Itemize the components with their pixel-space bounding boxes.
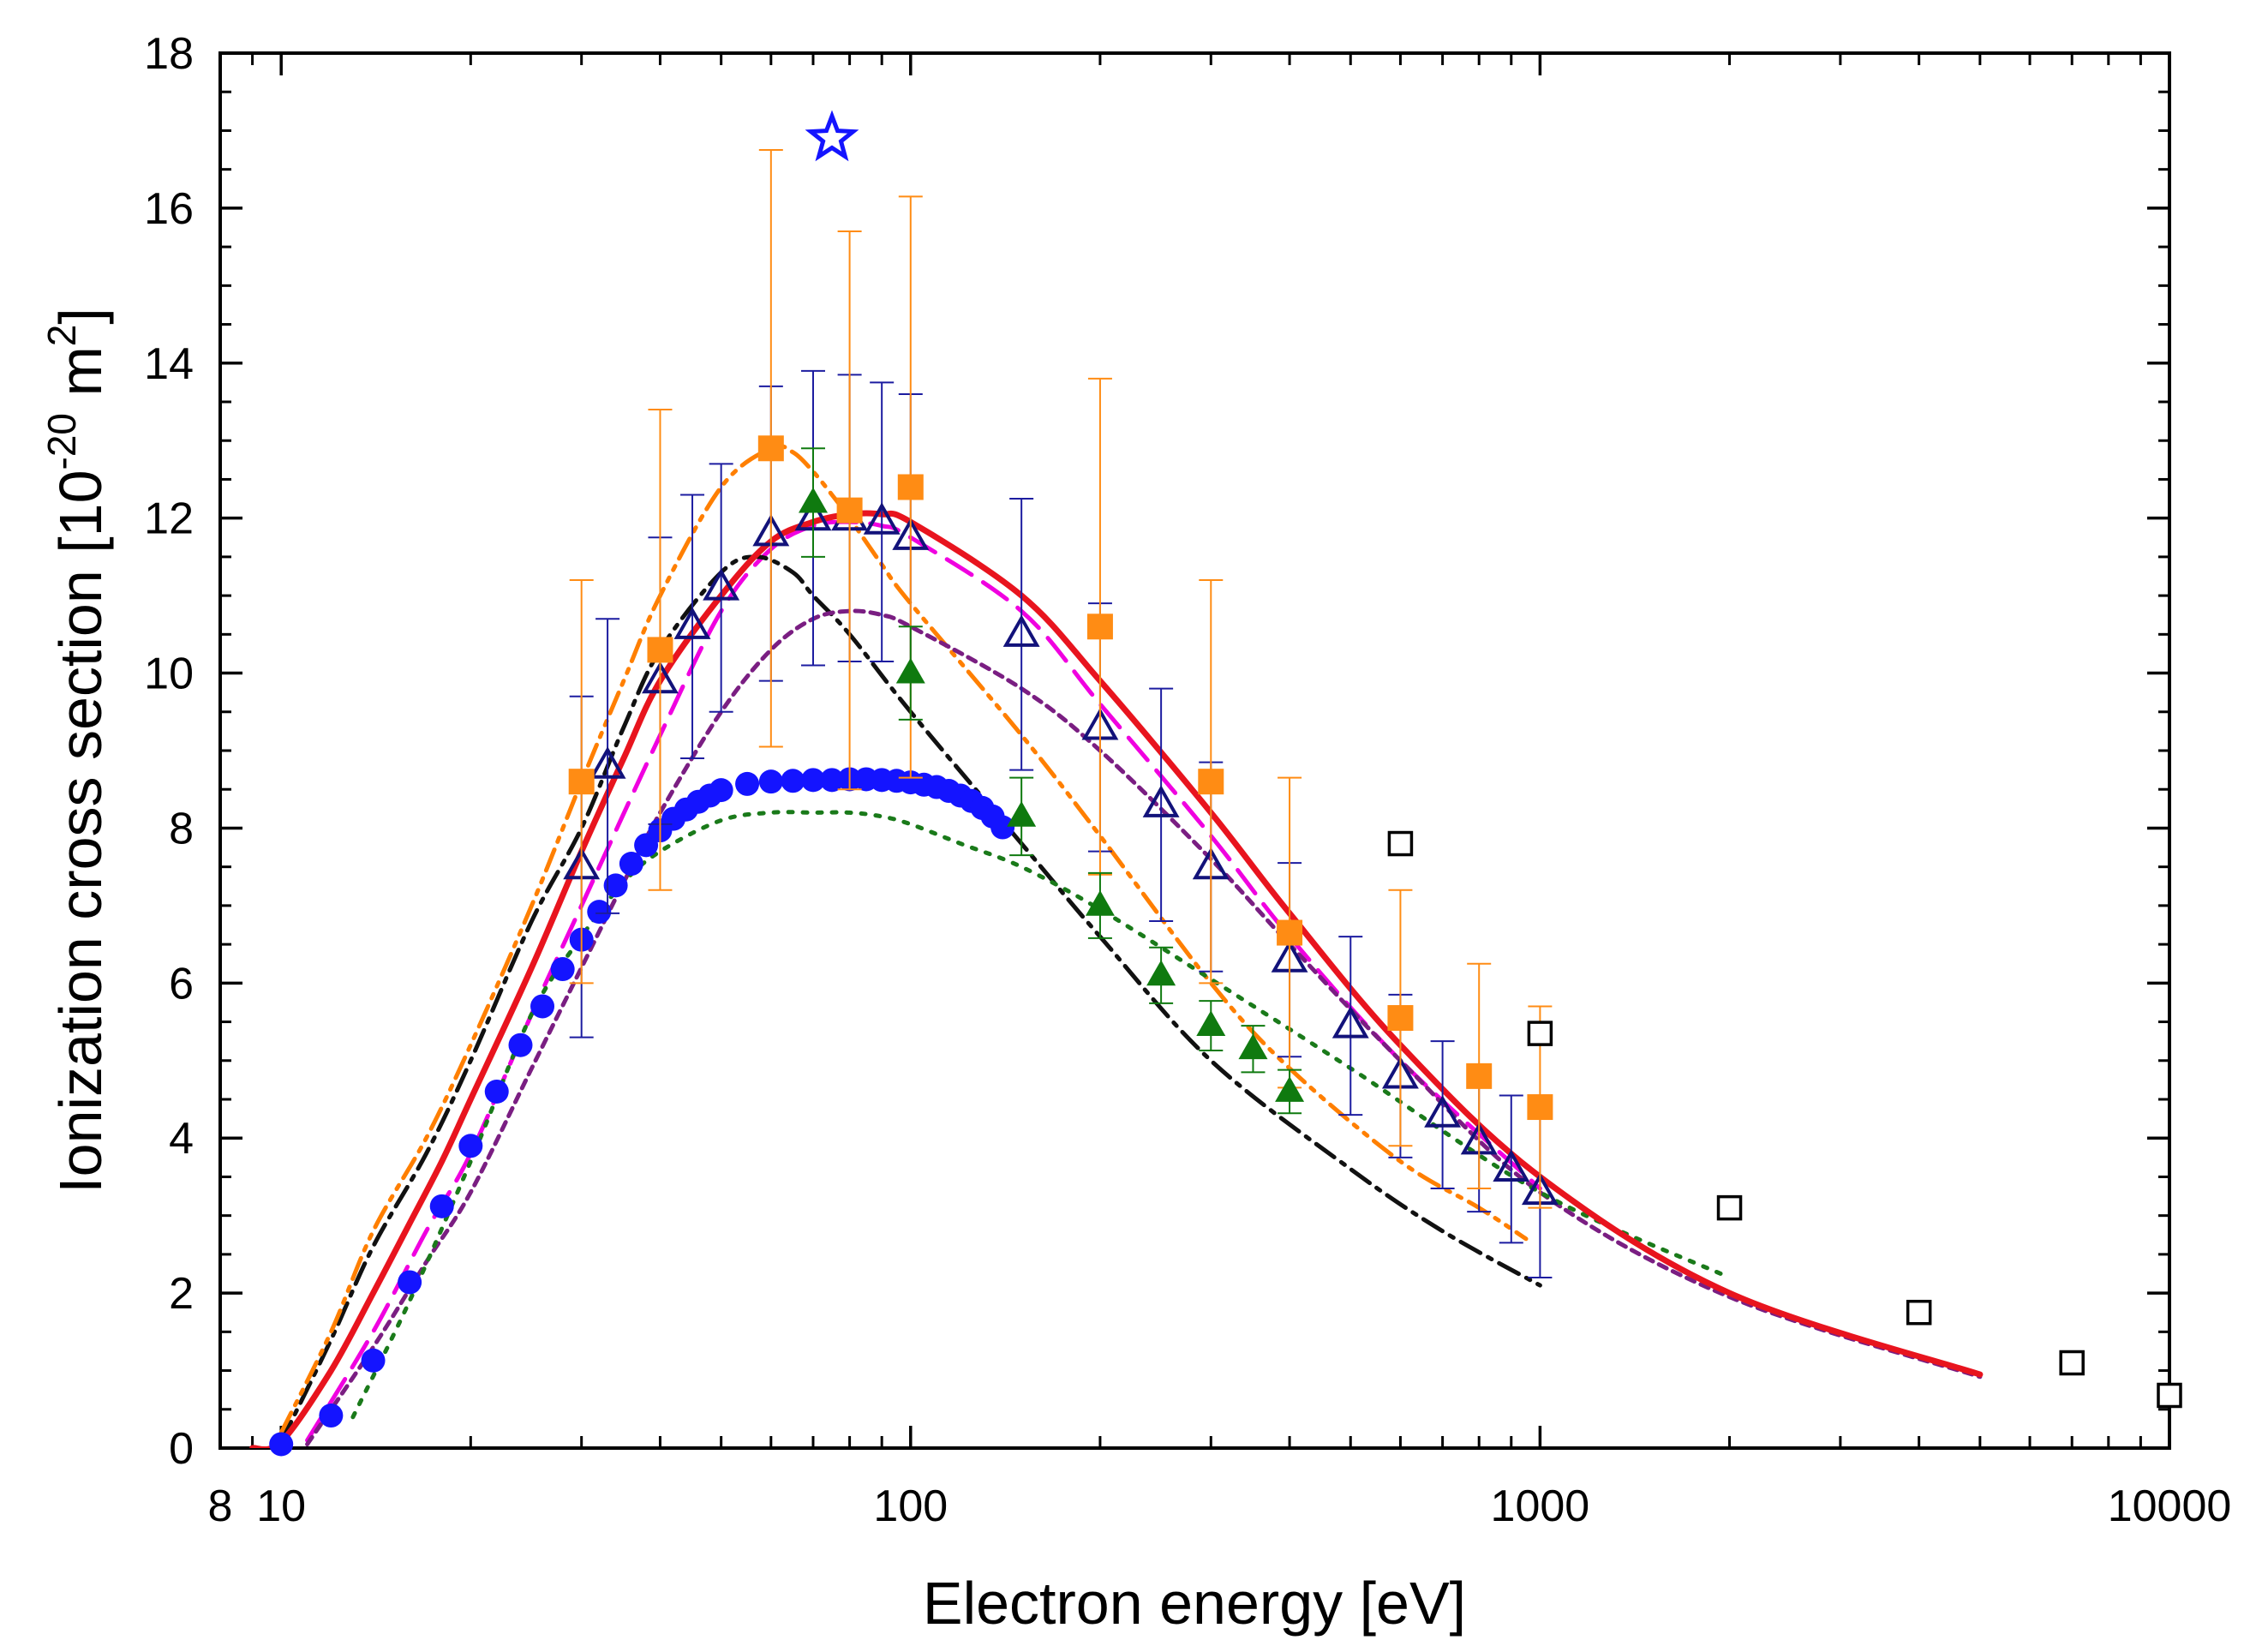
y-axis-title-exponent: -20 bbox=[39, 413, 84, 470]
data-point-filled-blue-circles bbox=[619, 852, 643, 877]
model-curves bbox=[249, 444, 1984, 1448]
data-point-filled-orange-squares bbox=[897, 474, 924, 500]
data-point-open-black-squares bbox=[1387, 830, 1414, 857]
data-point-filled-blue-circles bbox=[550, 957, 575, 982]
data-point-filled-orange-squares bbox=[647, 637, 673, 663]
data-point-open-navy-triangles bbox=[673, 607, 711, 639]
curve-dotted-green bbox=[350, 810, 1732, 1420]
y-tick-label: 4 bbox=[169, 1114, 194, 1164]
data-point-open-navy-triangles bbox=[1493, 1149, 1530, 1182]
data-point-filled-green-triangles bbox=[799, 487, 829, 513]
data-point-filled-green-triangles bbox=[1146, 960, 1176, 986]
data-point-filled-blue-circles bbox=[508, 1032, 533, 1057]
data-point-open-black-squares bbox=[2157, 1382, 2182, 1409]
data-point-filled-green-triangles bbox=[895, 657, 925, 684]
data-point-filled-blue-circles bbox=[587, 900, 612, 925]
data-point-filled-blue-circles bbox=[484, 1079, 509, 1104]
data-point-filled-orange-squares bbox=[836, 497, 863, 524]
data-point-filled-blue-circles bbox=[758, 769, 783, 794]
data-point-filled-blue-circles bbox=[361, 1348, 386, 1373]
data-point-filled-blue-circles bbox=[990, 815, 1015, 840]
x-tick-label: 1000 bbox=[1491, 1481, 1590, 1531]
data-point-open-black-squares bbox=[1527, 1021, 1553, 1046]
data-point-filled-orange-squares bbox=[757, 435, 784, 462]
data-point-filled-orange-squares bbox=[568, 769, 595, 795]
data-point-filled-blue-circles bbox=[319, 1404, 344, 1428]
data-point-filled-orange-squares bbox=[1387, 1005, 1414, 1032]
axis-tick-labels: 8 10 100 1000 10000 0 2 4 6 8 10 12 14 16 18 bbox=[144, 29, 2231, 1531]
y-tick-label: 10 bbox=[144, 649, 194, 699]
data-point-open-navy-triangles bbox=[1142, 785, 1180, 817]
data-point-filled-blue-circles bbox=[709, 778, 733, 803]
x-axis-title: Electron energy [eV] bbox=[923, 1570, 1466, 1637]
curve-short-dash-purple bbox=[305, 608, 1983, 1446]
series-filled-orange-squares bbox=[568, 149, 1553, 1209]
data-point-filled-green-triangles bbox=[1275, 1076, 1305, 1102]
data-point-filled-green-triangles bbox=[1196, 1010, 1226, 1036]
series-filled-green-triangles bbox=[799, 447, 1305, 1115]
data-point-filled-blue-circles bbox=[458, 1134, 483, 1158]
y-tick-label: 14 bbox=[144, 339, 194, 389]
curve-dashdotdot-orange bbox=[278, 444, 1529, 1435]
data-point-filled-green-triangles bbox=[1007, 801, 1037, 827]
data-point-filled-orange-squares bbox=[1086, 614, 1113, 640]
data-point-open-black-squares bbox=[1716, 1194, 1743, 1221]
y-tick-label: 8 bbox=[169, 804, 194, 853]
data-point-open-black-squares bbox=[2059, 1350, 2085, 1376]
data-point-filled-blue-circles bbox=[398, 1270, 422, 1295]
data-point-filled-blue-circles bbox=[603, 873, 628, 898]
x-tick-label: 8 bbox=[208, 1481, 233, 1531]
x-tick-label: 10 bbox=[256, 1481, 306, 1531]
y-tick-label: 2 bbox=[169, 1269, 194, 1319]
y-tick-label: 12 bbox=[144, 494, 194, 544]
y-axis-title: Ionization cross section [10-20 m2] bbox=[39, 308, 114, 1194]
x-tick-label: 10000 bbox=[2108, 1481, 2232, 1531]
series-open-black-squares bbox=[1387, 830, 2182, 1409]
data-point-filled-orange-squares bbox=[1277, 919, 1303, 946]
y-tick-label: 16 bbox=[144, 184, 194, 234]
data-point-open-navy-triangles bbox=[589, 746, 626, 779]
y-tick-label: 6 bbox=[169, 959, 194, 1009]
y-tick-label: 0 bbox=[169, 1424, 194, 1474]
data-point-filled-orange-squares bbox=[1466, 1062, 1493, 1089]
data-point-filled-blue-circles bbox=[801, 768, 826, 793]
data-point-filled-green-triangles bbox=[1085, 890, 1115, 916]
y-axis-title-base: Ionization cross section [10 bbox=[47, 470, 114, 1193]
data-point-filled-blue-circles bbox=[781, 769, 805, 793]
plot-frame bbox=[218, 51, 2171, 1450]
data-point-open-navy-triangles bbox=[1331, 1006, 1369, 1038]
data-point-filled-orange-squares bbox=[1198, 769, 1224, 795]
data-point-open-navy-triangles bbox=[703, 568, 740, 601]
data-point-open-navy-triangles bbox=[1424, 1095, 1462, 1128]
data-point-filled-blue-circles bbox=[269, 1432, 294, 1457]
series-blue-star bbox=[805, 110, 859, 162]
data-point-open-navy-triangles bbox=[863, 502, 901, 535]
data-point-filled-blue-circles bbox=[735, 771, 760, 796]
data-point-filled-blue-circles bbox=[820, 768, 845, 793]
data-point-filled-blue-circles bbox=[530, 994, 555, 1019]
x-tick-label: 100 bbox=[873, 1481, 948, 1531]
y-axis-title-close: ] bbox=[47, 308, 114, 324]
axis-ticks bbox=[218, 51, 2171, 1450]
data-point-filled-blue-circles bbox=[429, 1194, 454, 1218]
y-axis-title-unit: m bbox=[47, 346, 114, 413]
data-point-open-navy-triangles bbox=[1002, 614, 1040, 647]
data-series-markers bbox=[269, 110, 2182, 1457]
data-point-filled-green-triangles bbox=[1238, 1033, 1268, 1060]
data-point-open-black-squares bbox=[1906, 1299, 1932, 1326]
y-axis-title-unit-exponent: 2 bbox=[39, 325, 84, 347]
data-point-filled-orange-squares bbox=[1527, 1094, 1553, 1121]
data-point-blue-star bbox=[805, 110, 859, 162]
y-tick-label: 18 bbox=[144, 29, 194, 79]
